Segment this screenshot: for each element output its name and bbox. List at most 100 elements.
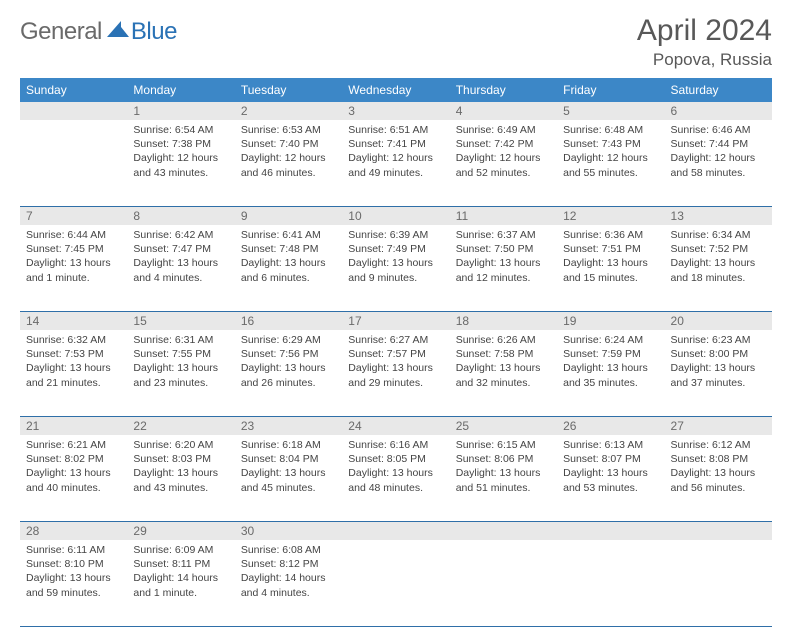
location: Popova, Russia [637, 50, 772, 70]
day-number-cell: 13 [665, 207, 772, 226]
day-body-cell: Sunrise: 6:36 AMSunset: 7:51 PMDaylight:… [557, 225, 664, 312]
day-number-cell [342, 522, 449, 541]
day-body-cell: Sunrise: 6:15 AMSunset: 8:06 PMDaylight:… [450, 435, 557, 522]
day-number-cell: 15 [127, 312, 234, 331]
day-body-cell: Sunrise: 6:18 AMSunset: 8:04 PMDaylight:… [235, 435, 342, 522]
day-number-cell: 24 [342, 417, 449, 436]
day-number-cell: 23 [235, 417, 342, 436]
day-body-cell: Sunrise: 6:09 AMSunset: 8:11 PMDaylight:… [127, 540, 234, 627]
day-number-cell: 12 [557, 207, 664, 226]
day-details: Sunrise: 6:11 AMSunset: 8:10 PMDaylight:… [20, 540, 127, 606]
day-body-cell: Sunrise: 6:31 AMSunset: 7:55 PMDaylight:… [127, 330, 234, 417]
day-details: Sunrise: 6:16 AMSunset: 8:05 PMDaylight:… [342, 435, 449, 501]
day-body-cell: Sunrise: 6:34 AMSunset: 7:52 PMDaylight:… [665, 225, 772, 312]
day-number-row: 21222324252627 [20, 417, 772, 436]
day-body-cell: Sunrise: 6:48 AMSunset: 7:43 PMDaylight:… [557, 120, 664, 207]
title-block: April 2024 Popova, Russia [637, 14, 772, 70]
day-body-cell: Sunrise: 6:12 AMSunset: 8:08 PMDaylight:… [665, 435, 772, 522]
day-details: Sunrise: 6:46 AMSunset: 7:44 PMDaylight:… [665, 120, 772, 186]
day-body-cell: Sunrise: 6:26 AMSunset: 7:58 PMDaylight:… [450, 330, 557, 417]
day-details: Sunrise: 6:09 AMSunset: 8:11 PMDaylight:… [127, 540, 234, 606]
day-number-cell: 10 [342, 207, 449, 226]
day-details: Sunrise: 6:44 AMSunset: 7:45 PMDaylight:… [20, 225, 127, 291]
day-number-cell: 6 [665, 102, 772, 120]
day-number-cell: 5 [557, 102, 664, 120]
day-body-cell: Sunrise: 6:11 AMSunset: 8:10 PMDaylight:… [20, 540, 127, 627]
day-body-cell: Sunrise: 6:27 AMSunset: 7:57 PMDaylight:… [342, 330, 449, 417]
day-number-cell: 4 [450, 102, 557, 120]
day-body-cell: Sunrise: 6:44 AMSunset: 7:45 PMDaylight:… [20, 225, 127, 312]
weekday-header-row: Sunday Monday Tuesday Wednesday Thursday… [20, 78, 772, 102]
day-details: Sunrise: 6:26 AMSunset: 7:58 PMDaylight:… [450, 330, 557, 396]
day-details: Sunrise: 6:39 AMSunset: 7:49 PMDaylight:… [342, 225, 449, 291]
day-number-cell: 16 [235, 312, 342, 331]
day-details: Sunrise: 6:36 AMSunset: 7:51 PMDaylight:… [557, 225, 664, 291]
day-details: Sunrise: 6:18 AMSunset: 8:04 PMDaylight:… [235, 435, 342, 501]
day-number-cell [557, 522, 664, 541]
weekday-header: Wednesday [342, 78, 449, 102]
weekday-header: Sunday [20, 78, 127, 102]
day-body-cell: Sunrise: 6:54 AMSunset: 7:38 PMDaylight:… [127, 120, 234, 207]
logo-triangle-icon [107, 21, 129, 44]
day-body-cell [342, 540, 449, 627]
day-body-cell: Sunrise: 6:13 AMSunset: 8:07 PMDaylight:… [557, 435, 664, 522]
day-details: Sunrise: 6:53 AMSunset: 7:40 PMDaylight:… [235, 120, 342, 186]
day-body-cell: Sunrise: 6:42 AMSunset: 7:47 PMDaylight:… [127, 225, 234, 312]
day-body-row: Sunrise: 6:44 AMSunset: 7:45 PMDaylight:… [20, 225, 772, 312]
day-body-cell: Sunrise: 6:29 AMSunset: 7:56 PMDaylight:… [235, 330, 342, 417]
day-number-cell [20, 102, 127, 120]
day-number-cell: 20 [665, 312, 772, 331]
day-number-cell: 18 [450, 312, 557, 331]
day-number-cell: 14 [20, 312, 127, 331]
day-details: Sunrise: 6:08 AMSunset: 8:12 PMDaylight:… [235, 540, 342, 606]
day-body-row: Sunrise: 6:21 AMSunset: 8:02 PMDaylight:… [20, 435, 772, 522]
day-details: Sunrise: 6:37 AMSunset: 7:50 PMDaylight:… [450, 225, 557, 291]
day-body-cell: Sunrise: 6:21 AMSunset: 8:02 PMDaylight:… [20, 435, 127, 522]
day-number-cell: 1 [127, 102, 234, 120]
weekday-header: Monday [127, 78, 234, 102]
month-title: April 2024 [637, 14, 772, 48]
weekday-header: Saturday [665, 78, 772, 102]
day-number-cell [450, 522, 557, 541]
day-number-cell: 7 [20, 207, 127, 226]
day-body-cell: Sunrise: 6:39 AMSunset: 7:49 PMDaylight:… [342, 225, 449, 312]
day-number-cell: 8 [127, 207, 234, 226]
day-body-cell: Sunrise: 6:49 AMSunset: 7:42 PMDaylight:… [450, 120, 557, 207]
day-number-cell: 2 [235, 102, 342, 120]
day-details: Sunrise: 6:34 AMSunset: 7:52 PMDaylight:… [665, 225, 772, 291]
day-details: Sunrise: 6:21 AMSunset: 8:02 PMDaylight:… [20, 435, 127, 501]
day-details: Sunrise: 6:32 AMSunset: 7:53 PMDaylight:… [20, 330, 127, 396]
day-body-cell [450, 540, 557, 627]
day-details: Sunrise: 6:15 AMSunset: 8:06 PMDaylight:… [450, 435, 557, 501]
day-body-cell: Sunrise: 6:41 AMSunset: 7:48 PMDaylight:… [235, 225, 342, 312]
day-number-cell: 3 [342, 102, 449, 120]
day-number-cell: 11 [450, 207, 557, 226]
day-body-cell: Sunrise: 6:51 AMSunset: 7:41 PMDaylight:… [342, 120, 449, 207]
day-number-row: 282930 [20, 522, 772, 541]
day-number-row: 78910111213 [20, 207, 772, 226]
day-details: Sunrise: 6:49 AMSunset: 7:42 PMDaylight:… [450, 120, 557, 186]
weekday-header: Friday [557, 78, 664, 102]
day-details: Sunrise: 6:31 AMSunset: 7:55 PMDaylight:… [127, 330, 234, 396]
day-body-cell: Sunrise: 6:16 AMSunset: 8:05 PMDaylight:… [342, 435, 449, 522]
logo-word-general: General [20, 18, 102, 46]
day-body-cell: Sunrise: 6:53 AMSunset: 7:40 PMDaylight:… [235, 120, 342, 207]
day-number-cell: 17 [342, 312, 449, 331]
day-body-row: Sunrise: 6:54 AMSunset: 7:38 PMDaylight:… [20, 120, 772, 207]
day-details: Sunrise: 6:12 AMSunset: 8:08 PMDaylight:… [665, 435, 772, 501]
day-body-cell: Sunrise: 6:23 AMSunset: 8:00 PMDaylight:… [665, 330, 772, 417]
day-number-cell: 30 [235, 522, 342, 541]
day-details: Sunrise: 6:13 AMSunset: 8:07 PMDaylight:… [557, 435, 664, 501]
day-details: Sunrise: 6:24 AMSunset: 7:59 PMDaylight:… [557, 330, 664, 396]
day-body-cell: Sunrise: 6:08 AMSunset: 8:12 PMDaylight:… [235, 540, 342, 627]
weekday-header: Thursday [450, 78, 557, 102]
day-number-cell: 29 [127, 522, 234, 541]
day-number-cell [665, 522, 772, 541]
day-details: Sunrise: 6:20 AMSunset: 8:03 PMDaylight:… [127, 435, 234, 501]
day-body-cell: Sunrise: 6:46 AMSunset: 7:44 PMDaylight:… [665, 120, 772, 207]
day-number-cell: 26 [557, 417, 664, 436]
day-body-cell: Sunrise: 6:24 AMSunset: 7:59 PMDaylight:… [557, 330, 664, 417]
day-number-row: 123456 [20, 102, 772, 120]
day-body-cell: Sunrise: 6:20 AMSunset: 8:03 PMDaylight:… [127, 435, 234, 522]
day-body-cell: Sunrise: 6:37 AMSunset: 7:50 PMDaylight:… [450, 225, 557, 312]
